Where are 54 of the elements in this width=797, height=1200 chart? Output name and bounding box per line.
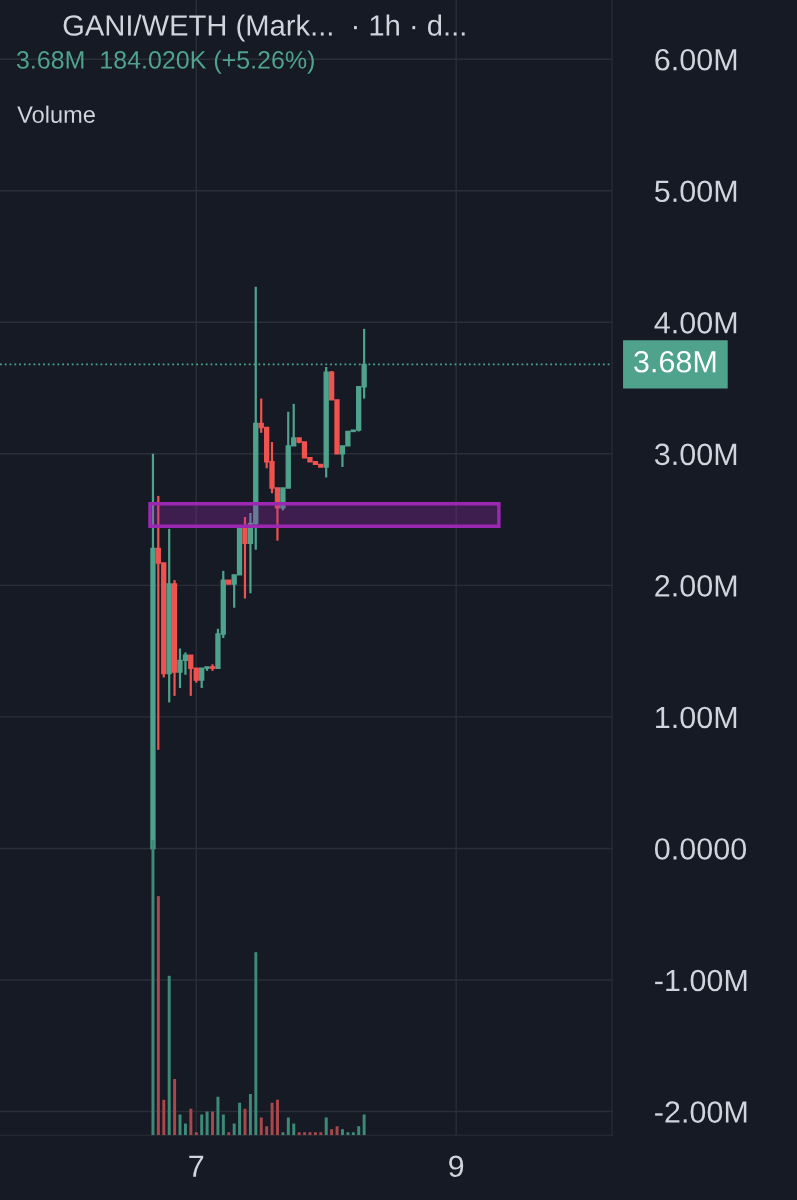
bar [167,975,171,1136]
bar [324,1117,328,1136]
bar [346,1132,350,1136]
bar [178,1114,182,1136]
bar [292,1123,296,1136]
x-tick-label: 9 [449,1155,464,1178]
bar [319,1132,323,1136]
y-tick-label: 1.00M [656,706,737,729]
bar [351,1132,355,1136]
bar [205,1111,209,1136]
y-tick-label: 0.0000 [654,838,747,860]
bar [254,952,258,1136]
bar [357,1126,361,1136]
bar [330,1129,334,1136]
bar [162,1099,166,1136]
bar [243,1108,247,1136]
bar [313,1132,317,1136]
text: 3.68M 184.020K (+5.26%) [16,50,314,74]
bar [227,1132,231,1136]
chart-title: GANI/WETH (Mark... · 1h · d... [63,14,465,42]
bar [270,1102,274,1136]
bar [340,1129,344,1136]
bar [238,1102,242,1136]
ref-line-label: 3.68M [634,350,716,373]
bar [211,1111,215,1136]
bar [281,1132,285,1136]
bar [194,1132,198,1136]
y-tick-label: 4.00M [654,312,737,334]
y-tick-label: 2.00M [655,575,737,597]
annotation: Volume [17,105,95,123]
bar [183,1123,187,1136]
y-tick-label: 6.00M [655,48,737,71]
bar [248,1093,252,1136]
y-tick-label: 5.00M [654,180,737,203]
bar [297,1132,301,1136]
y-tick-label: 3.00M [654,443,737,466]
bar [221,1114,225,1136]
bar [276,1099,279,1136]
x-tick-label: 7 [189,1155,204,1177]
bar [189,1108,193,1136]
bar [362,1114,366,1136]
y-tick-label: -2.00M [655,1101,747,1123]
bar [286,1117,290,1136]
bar [335,1126,339,1136]
bar [265,1126,269,1136]
candlestick [242,515,248,600]
bar [303,1132,307,1136]
bar [200,1114,204,1136]
bar [216,1096,220,1136]
bar [259,1117,263,1136]
y-tick-label: -1.00M [655,969,747,992]
bar [156,896,160,1136]
bar [232,1123,236,1136]
bar [173,1079,177,1136]
